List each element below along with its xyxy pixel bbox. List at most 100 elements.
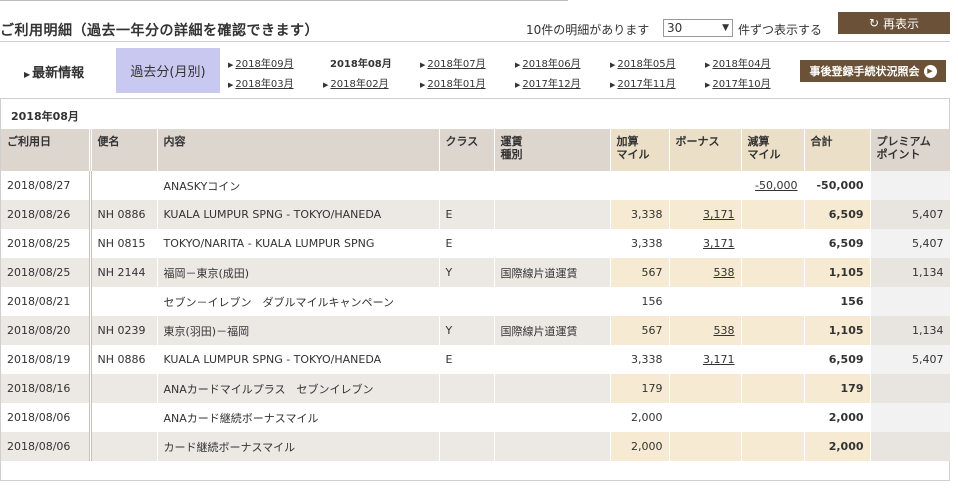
col-header-premium: プレミアム ポイント: [870, 129, 951, 171]
cell-bonus-miles: 3,171: [669, 229, 742, 258]
cell-content: 東京(羽田)－福岡: [157, 316, 440, 345]
month-link-2018-01[interactable]: ▶ 2018年01月: [420, 79, 486, 90]
cell-flight: [90, 403, 158, 432]
cell-total: 2,000: [804, 432, 871, 461]
month-link-2018-04[interactable]: ▶ 2018年04月: [705, 59, 771, 70]
cell-fare-type: [494, 200, 611, 229]
cell-content: カード継続ボーナスマイル: [157, 432, 440, 461]
cell-date: 2018/08/20: [1, 316, 92, 345]
col-header-content: 内容: [157, 129, 440, 171]
cell-reduced-miles: [741, 403, 805, 432]
cell-class: Y: [439, 258, 495, 287]
cell-date: 2018/08/25: [1, 258, 92, 287]
cell-reduced-miles: [741, 229, 805, 258]
month-link-2017-11[interactable]: ▶ 2017年11月: [610, 79, 676, 90]
record-count-text: 10件の明細があります: [526, 23, 650, 37]
table-row: 2018/08/21 セブン－イレブン ダブルマイルキャンペーン 156 156: [1, 287, 951, 316]
cell-fare-type: [494, 229, 611, 258]
cell-bonus-miles-link[interactable]: 3,171: [703, 208, 735, 221]
triangle-right-icon: ▶: [228, 81, 234, 89]
cell-earned-miles: 3,338: [610, 229, 670, 258]
cell-date: 2018/08/06: [1, 432, 92, 461]
month-link-2018-09[interactable]: ▶ 2018年09月: [228, 59, 294, 70]
table-row: 2018/08/16 ANAカードマイルプラス セブンイレブン 179 179: [1, 374, 951, 403]
latest-info-label: 最新情報: [32, 66, 85, 81]
cell-fare-type: [494, 403, 611, 432]
month-link-2018-05[interactable]: ▶ 2018年05月: [610, 59, 676, 70]
post-registration-status-button[interactable]: 事後登録手続状況照会 ▶: [800, 60, 946, 82]
cell-total: 1,105: [804, 258, 871, 287]
cell-premium-points: [870, 403, 951, 432]
statement-panel: 2018年08月 ご利用日 便名 内容 クラス 運賃 種別 加算 マイル ボーナス …: [0, 99, 951, 481]
cell-flight: [90, 374, 158, 403]
cell-reduced-miles: [741, 258, 805, 287]
cell-bonus-miles: [669, 287, 742, 316]
cell-reduced-miles: [741, 345, 805, 374]
triangle-right-icon: ▶: [420, 61, 426, 69]
cell-reduced-miles: -50,000: [741, 171, 805, 200]
month-link-2018-02[interactable]: ▶ 2018年02月: [323, 79, 389, 90]
col-header-class: クラス: [439, 129, 495, 171]
cell-class: Y: [439, 316, 495, 345]
cell-content: セブン－イレブン ダブルマイルキャンペーン: [157, 287, 440, 316]
cell-fare-type: 国際線片道運賃: [494, 316, 611, 345]
table-row: 2018/08/20 NH 0239 東京(羽田)－福岡 Y 国際線片道運賃 567 538…: [1, 316, 951, 345]
table-row: 2018/08/06 カード継続ボーナスマイル 2,000 2,000: [1, 432, 951, 461]
cell-class: [439, 432, 495, 461]
status-button-label: 事後登録手続状況照会: [809, 65, 920, 78]
triangle-right-icon: ▶: [610, 81, 616, 89]
cell-reduced-miles: [741, 287, 805, 316]
table-row: 2018/08/19 NH 0886 KUALA LUMPUR SPNG - TOK…: [1, 345, 951, 374]
month-link-2017-12[interactable]: ▶ 2017年12月: [515, 79, 581, 90]
cell-content: TOKYO/NARITA - KUALA LUMPUR SPNG: [157, 229, 440, 258]
cell-total: 2,000: [804, 403, 871, 432]
cell-class: [439, 171, 495, 200]
cell-bonus-miles: 538: [669, 316, 742, 345]
cell-fare-type: [494, 171, 611, 200]
cell-bonus-miles-link[interactable]: 3,171: [703, 353, 735, 366]
cell-class: [439, 374, 495, 403]
cell-reduced-miles: [741, 200, 805, 229]
cell-earned-miles: 567: [610, 316, 670, 345]
month-link-2018-06[interactable]: ▶ 2018年06月: [515, 59, 581, 70]
triangle-right-icon: ▶: [515, 61, 521, 69]
per-page-select[interactable]: 30 ▼: [663, 19, 733, 37]
col-header-flight: 便名: [90, 129, 158, 171]
table-row: 2018/08/25 NH 2144 福岡－東京(成田) Y 国際線片道運賃 567 538…: [1, 258, 951, 287]
cell-content: ANAカードマイルプラス セブンイレブン: [157, 374, 440, 403]
table-header-row: ご利用日 便名 内容 クラス 運賃 種別 加算 マイル ボーナス 減算 マイル 合計 …: [1, 129, 951, 171]
cell-class: [439, 403, 495, 432]
cell-flight: [90, 171, 158, 200]
cell-class: [439, 287, 495, 316]
cell-bonus-miles-link[interactable]: 538: [713, 266, 735, 279]
refresh-button[interactable]: ↻ 再表示: [838, 12, 950, 34]
cell-earned-miles: 2,000: [610, 403, 670, 432]
cell-premium-points: 5,407: [870, 200, 951, 229]
month-heading: 2018年08月: [11, 110, 79, 123]
col-header-date: ご利用日: [1, 129, 92, 171]
cell-date: 2018/08/27: [1, 171, 92, 200]
month-link-2018-03[interactable]: ▶ 2018年03月: [228, 79, 294, 90]
cell-fare-type: [494, 345, 611, 374]
cell-reduced-miles: [741, 374, 805, 403]
per-page-suffix: 件ずつ表示する: [738, 23, 823, 37]
month-navigation: ▶ 最新情報 過去分(月別) ▶ 2018年09月 2018年08月 ▶ 2018年0…: [0, 41, 950, 99]
col-header-fare: 運賃 種別: [494, 129, 611, 171]
month-link-2018-07[interactable]: ▶ 2018年07月: [420, 59, 486, 70]
month-link-2017-10[interactable]: ▶ 2017年10月: [705, 79, 771, 90]
cell-premium-points: [870, 171, 951, 200]
cell-earned-miles: 2,000: [610, 432, 670, 461]
cell-bonus-miles: [669, 171, 742, 200]
cell-content: KUALA LUMPUR SPNG - TOKYO/HANEDA: [157, 200, 440, 229]
cell-fare-type: [494, 287, 611, 316]
cell-earned-miles: 179: [610, 374, 670, 403]
cell-bonus-miles-link[interactable]: 3,171: [703, 237, 735, 250]
past-monthly-tab[interactable]: 過去分(月別): [116, 48, 220, 93]
triangle-right-icon: ▶: [228, 61, 234, 69]
cell-bonus-miles-link[interactable]: 538: [713, 324, 735, 337]
cell-earned-miles: 3,338: [610, 345, 670, 374]
refresh-icon: ↻: [868, 16, 880, 30]
latest-info-link[interactable]: ▶ 最新情報: [24, 62, 84, 81]
cell-reduced-miles-link[interactable]: -50,000: [755, 179, 798, 192]
cell-total: -50,000: [804, 171, 871, 200]
